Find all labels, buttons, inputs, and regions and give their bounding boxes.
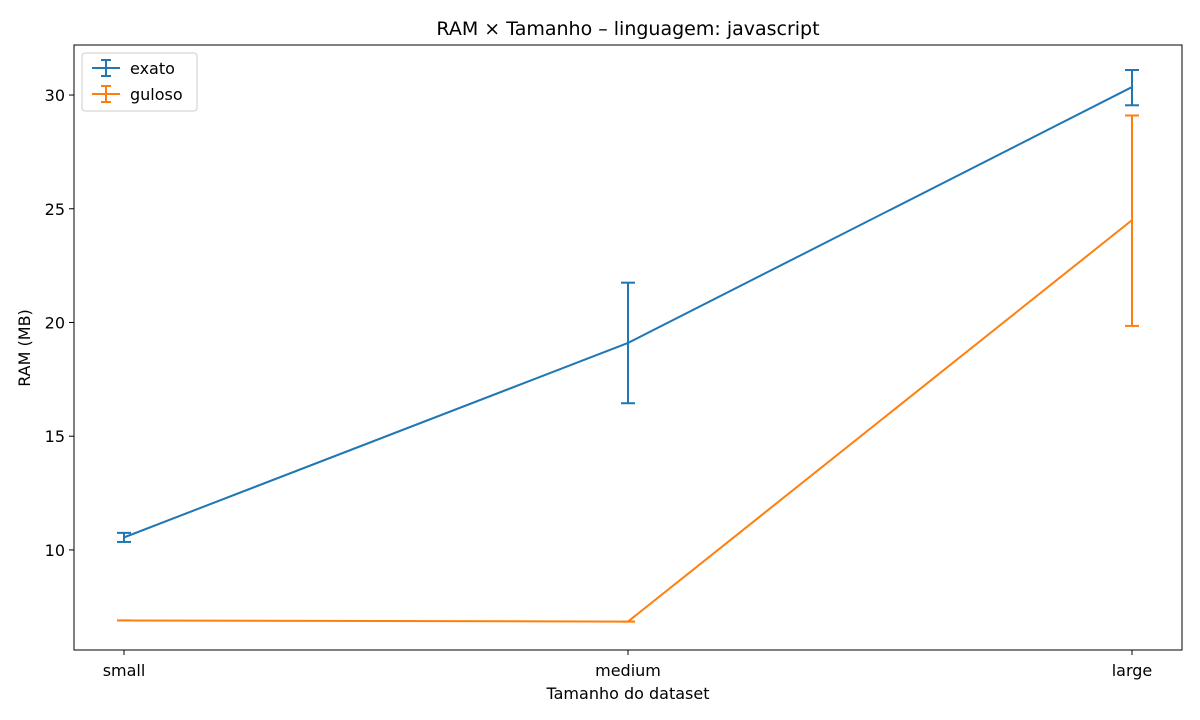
legend-label-exato: exato	[130, 59, 175, 78]
legend-item-exato: exato	[92, 59, 175, 78]
y-tick-label-10: 10	[45, 541, 65, 560]
x-axis-title: Tamanho do dataset	[546, 684, 710, 703]
error-bar-guloso-large	[1125, 114, 1139, 327]
legend-item-guloso: guloso	[92, 85, 183, 104]
plot-area: small medium large 10 15 20 25 30	[45, 44, 1183, 680]
y-tick-label-15: 15	[45, 427, 65, 446]
x-tick-label-medium: medium	[595, 661, 661, 680]
y-axis-title: RAM (MB)	[15, 309, 34, 387]
error-bar-exato-medium	[621, 281, 635, 405]
chart-title: RAM × Tamanho – linguagem: javascript	[436, 18, 819, 40]
series-exato	[117, 69, 1139, 543]
x-tick-label-large: large	[1112, 661, 1153, 680]
y-tick-label-30: 30	[45, 86, 65, 105]
series-guloso	[117, 114, 1139, 623]
y-tick-label-25: 25	[45, 200, 65, 219]
legend-label-guloso: guloso	[130, 85, 183, 104]
legend: exato guloso	[81, 52, 198, 112]
error-bar-exato-large	[1125, 69, 1139, 107]
y-tick-label-20: 20	[45, 313, 65, 332]
error-bar-exato-small	[117, 531, 131, 543]
x-tick-label-small: small	[103, 661, 146, 680]
